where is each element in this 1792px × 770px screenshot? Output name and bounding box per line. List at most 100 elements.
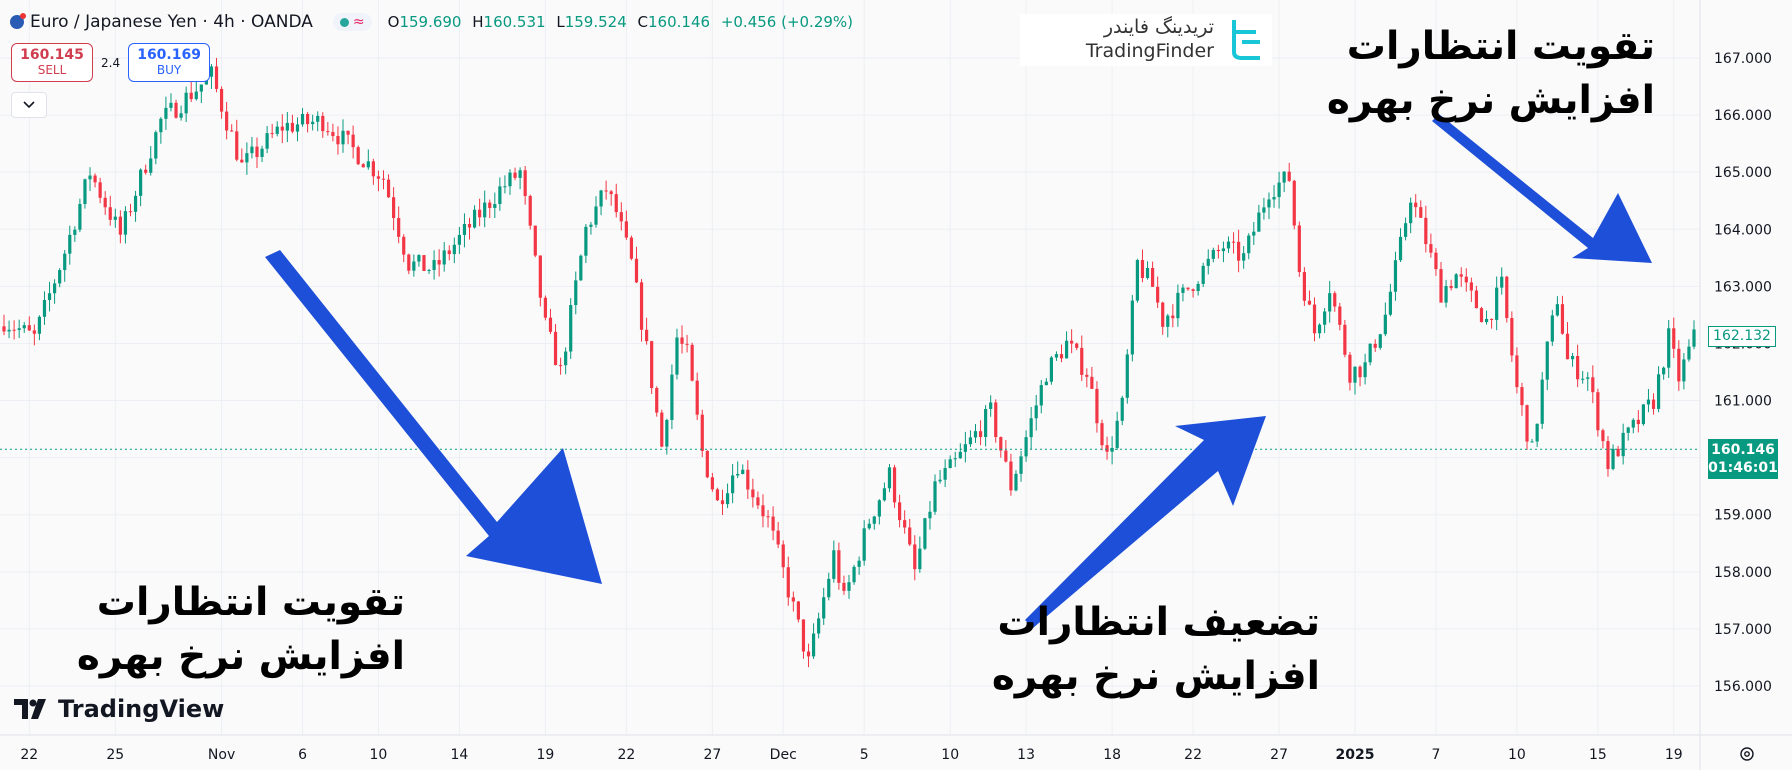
candle-body — [973, 431, 978, 438]
candle-body — [1424, 217, 1428, 245]
candle-body — [629, 237, 634, 259]
candle-body — [634, 258, 639, 283]
candle-body — [169, 102, 173, 108]
candle-body — [1328, 293, 1332, 312]
candle-body — [1140, 260, 1145, 278]
price-tick-label: 164.000 — [1714, 222, 1772, 238]
candle-body — [1353, 366, 1357, 383]
candle-body — [827, 578, 831, 598]
candle-body — [1135, 260, 1140, 301]
candle-body — [994, 402, 998, 438]
candle-body — [42, 300, 47, 317]
candle-body — [1292, 180, 1296, 226]
candle-body — [270, 133, 274, 135]
candle-body — [447, 250, 451, 255]
candle-body — [680, 337, 684, 344]
candle-body — [255, 146, 259, 157]
candle-body — [144, 169, 148, 173]
candle-body — [553, 331, 558, 366]
candle-body — [984, 408, 988, 438]
candle-body — [1570, 355, 1575, 360]
candle-body — [523, 170, 527, 197]
candle-body — [1368, 343, 1372, 363]
spread-value: 2.4 — [101, 55, 121, 70]
collapse-legend-button[interactable] — [11, 92, 47, 118]
time-tick-label: 14 — [450, 747, 468, 763]
candle-body — [751, 489, 755, 498]
candle-body — [1059, 354, 1064, 359]
eurjpy-flag-icon — [10, 13, 26, 29]
candle-body — [645, 329, 649, 342]
candle-body — [1186, 287, 1190, 290]
candle-body — [665, 419, 669, 447]
candle-body — [918, 548, 922, 570]
tradingview-brand[interactable]: TradingView — [14, 695, 224, 723]
candle-body — [240, 159, 244, 163]
ohlc-values: O159.690 H160.531 L159.524 C160.146 +0.4… — [387, 13, 854, 31]
candle-body — [371, 161, 375, 177]
candle-body — [1560, 304, 1565, 334]
candle-body — [1095, 388, 1099, 424]
candle-body — [462, 224, 467, 235]
candle-body — [1565, 333, 1570, 360]
candle-body — [1085, 374, 1089, 377]
candle-body — [285, 122, 289, 131]
candle-body — [184, 92, 188, 114]
candle-body — [786, 567, 790, 598]
candle-body — [331, 132, 335, 137]
candle-body — [1484, 318, 1489, 323]
candle-body — [1312, 304, 1317, 334]
candle-body — [452, 244, 456, 255]
price-tick-label: 156.000 — [1714, 679, 1772, 695]
candle-body — [1287, 171, 1291, 181]
candle-body — [133, 195, 138, 212]
candle-body — [1419, 207, 1423, 218]
sell-button[interactable]: 160.145 SELL — [11, 43, 93, 82]
candle-body — [968, 437, 973, 445]
time-axis[interactable]: 22 25 Nov 6 10 14 19 22 27 Dec 5 10 13 18 22 27 2025 7 10 1… — [20, 747, 1682, 763]
candle-body — [63, 253, 67, 271]
annotation-line: تقویت انتظارات — [1346, 24, 1655, 69]
candle-body — [528, 196, 532, 226]
time-tick-label: Nov — [208, 747, 235, 763]
candle-body — [1216, 249, 1220, 252]
candle-body — [953, 458, 957, 460]
candle-body — [978, 431, 983, 438]
candle-body — [882, 488, 887, 501]
gear-icon[interactable] — [1738, 745, 1756, 763]
price-tick-label: 157.000 — [1714, 622, 1772, 638]
candle-body — [887, 467, 892, 489]
candle-body — [1555, 304, 1559, 316]
candle-body — [1247, 235, 1251, 254]
candle-body — [903, 520, 907, 528]
candle-body — [948, 459, 952, 468]
candle-body — [1510, 318, 1514, 356]
candle-body — [1626, 427, 1630, 433]
candle-body — [1409, 202, 1413, 224]
market-status-badge[interactable]: ≈ — [332, 13, 372, 31]
candle-body — [1540, 379, 1544, 424]
candle-body — [837, 550, 841, 583]
candle-body — [250, 146, 254, 154]
candle-body — [1429, 244, 1433, 253]
candle-body — [1459, 274, 1463, 277]
annotation-line: تقویت انتظارات — [96, 580, 405, 625]
candle-body — [412, 261, 416, 271]
time-tick-label: 25 — [106, 747, 124, 763]
candle-body — [908, 527, 912, 545]
candle-body — [1110, 447, 1114, 452]
low-value: 159.524 — [564, 13, 627, 31]
candle-body — [614, 194, 618, 213]
annotation-arrow-up — [1025, 416, 1266, 628]
candle-body — [872, 516, 876, 524]
candle-body — [1636, 419, 1640, 425]
symbol-title[interactable]: Euro / Japanese Yen · 4h · OANDA — [30, 12, 313, 32]
candle-body — [1373, 343, 1377, 348]
watermark-en-text: TradingFinder — [1085, 40, 1214, 62]
candle-body — [822, 597, 826, 619]
price-tick-label: 158.000 — [1714, 565, 1772, 581]
buy-button[interactable]: 160.169 BUY — [128, 43, 211, 82]
candle-body — [265, 133, 269, 149]
candle-body — [715, 489, 720, 501]
